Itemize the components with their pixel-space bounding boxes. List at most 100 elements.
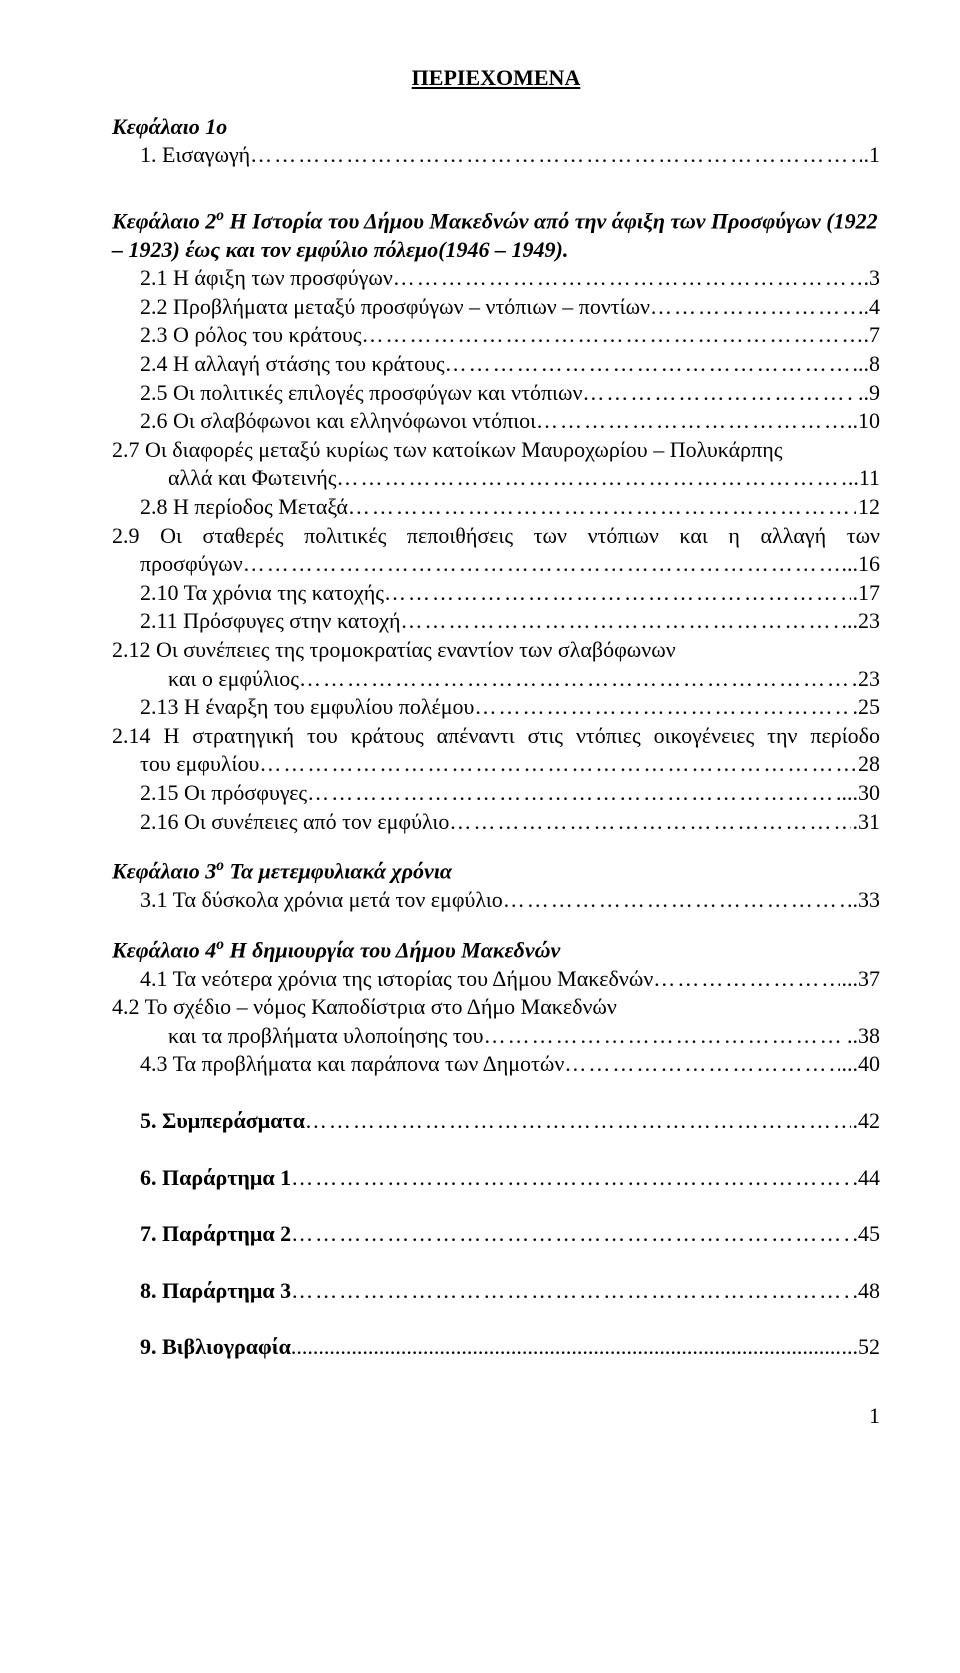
toc-dots bbox=[484, 1022, 845, 1051]
toc-label: 4.3 Τα προβλήματα και παράπονα των Δημοτ… bbox=[140, 1050, 564, 1079]
chapter-2-head: Κεφάλαιο 2ο Η Ιστορία του Δήμου Μακεδνών… bbox=[112, 206, 880, 265]
chapter-4-head-b: Η δημιουργία του Δήμου Μακεδνών bbox=[224, 937, 560, 962]
toc-entry: 2.11 Πρόσφυγες στην κατοχή ...23 bbox=[112, 607, 880, 636]
toc-label: 2.9 Οι σταθερές πολιτικές πεποιθήσεις τω… bbox=[112, 523, 880, 548]
toc-page: .3 bbox=[862, 264, 881, 293]
toc-entry: 7. Παράρτημα 2 .45 bbox=[112, 1220, 880, 1249]
toc-dots bbox=[259, 750, 856, 779]
toc-page: 12 bbox=[856, 493, 880, 522]
toc-dots bbox=[653, 965, 839, 994]
toc-page: .7 bbox=[862, 321, 881, 350]
toc-entry: 2.6 Οι σλαβόφωνοι και ελληνόφωνοι ντόπιο… bbox=[112, 407, 880, 436]
toc-entry: 2.5 Οι πολιτικές επιλογές προσφύγων και … bbox=[112, 379, 880, 408]
toc-page: ...37 bbox=[840, 965, 881, 994]
toc-dots bbox=[362, 321, 862, 350]
toc-label: 2.2 Προβλήματα μεταξύ προσφύγων – ντόπιω… bbox=[140, 293, 650, 322]
chapter-1-head: Κεφάλαιο 1ο bbox=[112, 113, 880, 142]
toc-label: 2.12 Οι συνέπειες της τρομοκρατίας εναντ… bbox=[112, 637, 676, 662]
toc-entry-cont: και τα προβλήματα υλοποίησης του ..38 bbox=[112, 1022, 880, 1051]
toc-entry: 2.3 Ο ρόλος του κράτους .7 bbox=[112, 321, 880, 350]
toc-page: .48 bbox=[851, 1277, 881, 1306]
toc-dots bbox=[474, 693, 850, 722]
toc-page: .31 bbox=[851, 808, 881, 837]
chapter-3-head-a: Κεφάλαιο 3 bbox=[112, 859, 216, 884]
toc-label: 4.1 Τα νεότερα χρόνια της ιστορίας του Δ… bbox=[140, 965, 653, 994]
toc-label: 2.6 Οι σλαβόφωνοι και ελληνόφωνοι ντόπιο… bbox=[140, 407, 536, 436]
toc-dots bbox=[291, 1164, 850, 1193]
toc-label: 2.3 Ο ρόλος του κράτους bbox=[140, 321, 362, 350]
toc-label: 3.1 Τα δύσκολα χρόνια μετά τον εμφύλιο bbox=[140, 886, 503, 915]
toc-dots bbox=[564, 1050, 839, 1079]
toc-dots bbox=[650, 293, 856, 322]
toc-dots bbox=[250, 141, 861, 170]
chapter-3-head-b: Τα μετεμφυλιακά χρόνια bbox=[224, 859, 452, 884]
toc-label: 2.16 Οι συνέπειες από τον εμφύλιο bbox=[140, 808, 449, 837]
toc-dots bbox=[536, 407, 845, 436]
toc-dots bbox=[393, 264, 862, 293]
chapter-3-head-sup: ο bbox=[216, 857, 224, 874]
toc-label: 1. Εισαγωγή bbox=[140, 141, 250, 170]
toc-label: 9. Βιβλιογραφία bbox=[140, 1333, 291, 1362]
toc-dots bbox=[307, 779, 839, 808]
toc-entry: 3.1 Τα δύσκολα χρόνια μετά τον εμφύλιο .… bbox=[112, 886, 880, 915]
toc-dots bbox=[449, 808, 850, 837]
toc-entry: 2.9 Οι σταθερές πολιτικές πεποιθήσεις τω… bbox=[112, 522, 880, 551]
toc-entry: 2.15 Οι πρόσφυγες ...30 bbox=[112, 779, 880, 808]
toc-label: 2.13 Η έναρξη του εμφυλίου πολέμου bbox=[140, 693, 474, 722]
chapter-4-head-a: Κεφάλαιο 4 bbox=[112, 937, 216, 962]
toc-page: .25 bbox=[851, 693, 881, 722]
toc-label: αλλά και Φωτεινής bbox=[168, 464, 336, 493]
toc-label: 2.11 Πρόσφυγες στην κατοχή bbox=[140, 607, 400, 636]
toc-label: 8. Παράρτημα 3 bbox=[140, 1277, 291, 1306]
toc-label: προσφύγων bbox=[140, 550, 243, 579]
toc-page: ...40 bbox=[840, 1050, 881, 1079]
toc-entry: 1. Εισαγωγή .1 bbox=[112, 141, 880, 170]
toc-page: .17 bbox=[851, 579, 881, 608]
toc-page: 28 bbox=[856, 750, 880, 779]
toc-label: 6. Παράρτημα 1 bbox=[140, 1164, 291, 1193]
toc-entry: 2.14 Η στρατηγική του κράτους απέναντι σ… bbox=[112, 722, 880, 751]
toc-label: και τα προβλήματα υλοποίησης του bbox=[168, 1022, 484, 1051]
toc-page: ...8 bbox=[851, 350, 881, 379]
chapter-2-head-sup: ο bbox=[216, 207, 224, 224]
toc-entry: 2.13 Η έναρξη του εμφυλίου πολέμου .25 bbox=[112, 693, 880, 722]
toc-entry-cont: και ο εμφύλιος 23 bbox=[112, 665, 880, 694]
toc-page: ..4 bbox=[856, 293, 880, 322]
toc-label: 2.14 Η στρατηγική του κράτους απέναντι σ… bbox=[112, 723, 880, 748]
toc-entry: 2.12 Οι συνέπειες της τρομοκρατίας εναντ… bbox=[112, 636, 880, 665]
toc-entry: 2.2 Προβλήματα μεταξύ προσφύγων – ντόπιω… bbox=[112, 293, 880, 322]
toc-dots bbox=[336, 464, 845, 493]
toc-entry: 2.16 Οι συνέπειες από τον εμφύλιο .31 bbox=[112, 808, 880, 837]
toc-dots bbox=[291, 1220, 850, 1249]
toc-dots bbox=[384, 579, 851, 608]
toc-page: ..9 bbox=[856, 379, 880, 408]
toc-entry-cont: προσφύγων ...16 bbox=[112, 550, 880, 579]
toc-dots bbox=[400, 607, 839, 636]
toc-dots bbox=[291, 1333, 840, 1362]
toc-entry: 4.2 Το σχέδιο – νόμος Καποδίστρια στο Δή… bbox=[112, 993, 880, 1022]
toc-label: 2.15 Οι πρόσφυγες bbox=[140, 779, 307, 808]
toc-label: 2.7 Οι διαφορές μεταξύ κυρίως των κατοίκ… bbox=[112, 437, 782, 462]
toc-entry: 9. Βιβλιογραφία ...52 bbox=[112, 1333, 880, 1362]
toc-page: ...30 bbox=[840, 779, 881, 808]
toc-page: .44 bbox=[851, 1164, 881, 1193]
toc-dots bbox=[445, 350, 851, 379]
toc-label: 5. Συμπεράσματα bbox=[140, 1107, 305, 1136]
toc-page: .45 bbox=[851, 1220, 881, 1249]
toc-entry-cont: του εμφυλίου 28 bbox=[112, 750, 880, 779]
toc-label: 2.4 Η αλλαγή στάσης του κράτους bbox=[140, 350, 445, 379]
toc-label: 2.8 Η περίοδος Μεταξά bbox=[140, 493, 348, 522]
toc-label: του εμφυλίου bbox=[140, 750, 259, 779]
toc-dots bbox=[348, 493, 856, 522]
toc-entry: 5. Συμπεράσματα .42 bbox=[112, 1107, 880, 1136]
toc-label: 7. Παράρτημα 2 bbox=[140, 1220, 291, 1249]
toc-label: 2.10 Τα χρόνια της κατοχής bbox=[140, 579, 384, 608]
toc-page: .42 bbox=[851, 1107, 881, 1136]
toc-label: και ο εμφύλιος bbox=[168, 665, 299, 694]
chapter-4-head-sup: ο bbox=[216, 936, 224, 953]
toc-dots bbox=[503, 886, 845, 915]
toc-dots bbox=[291, 1277, 850, 1306]
toc-entry: 2.1 Η άφιξη των προσφύγων .3 bbox=[112, 264, 880, 293]
toc-page: ..38 bbox=[845, 1022, 880, 1051]
toc-entry: 8. Παράρτημα 3 .48 bbox=[112, 1277, 880, 1306]
